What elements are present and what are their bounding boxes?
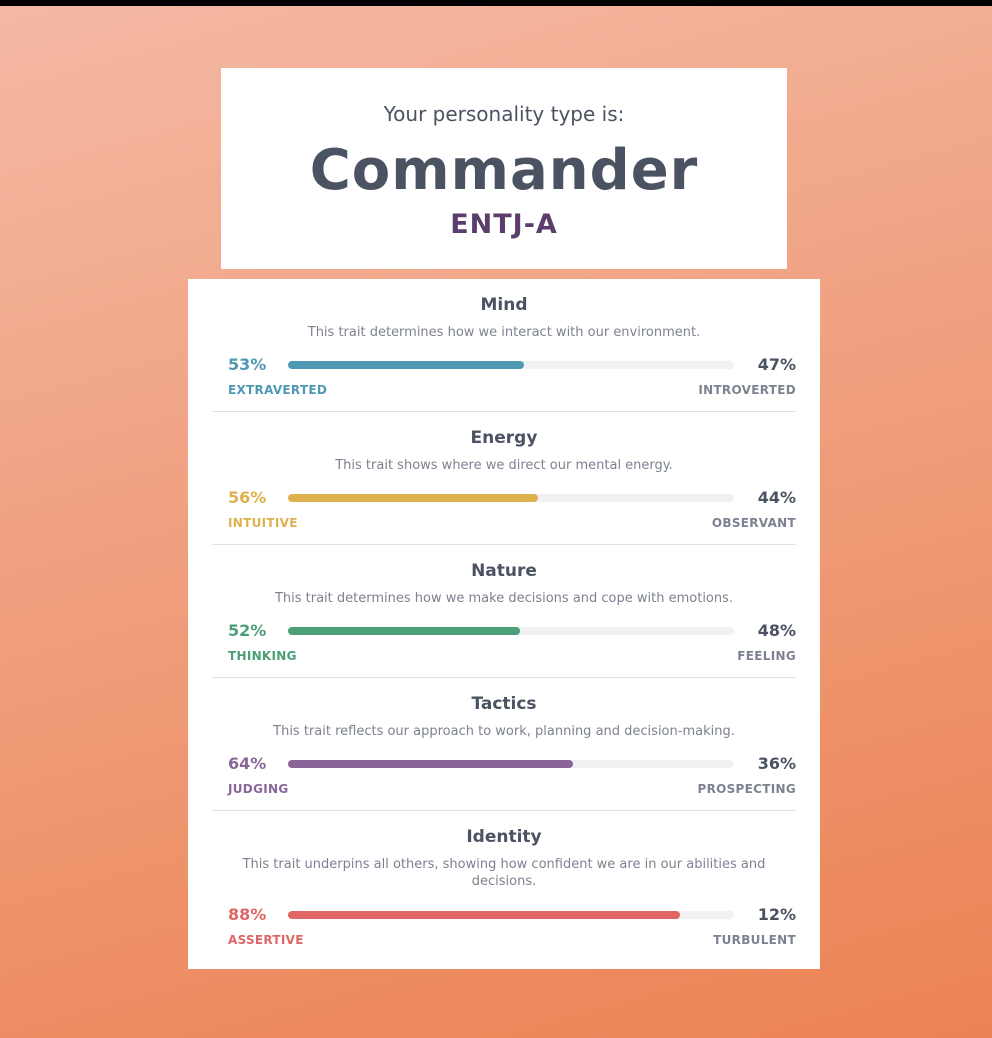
trait-score-row: 64% 36% (228, 754, 796, 774)
trait-bar-track (288, 627, 734, 635)
trait-labels: INTUITIVE OBSERVANT (228, 516, 796, 532)
left-percentage: 52% (228, 621, 267, 640)
trait-bar-fill (288, 911, 681, 919)
personality-type-card: Your personality type is: Commander ENTJ… (221, 68, 787, 269)
left-percentage: 53% (228, 355, 267, 374)
type-code: ENTJ-A (450, 209, 558, 240)
left-trait-label: JUDGING (228, 782, 289, 796)
left-percentage: 56% (228, 488, 267, 507)
trait-description: This trait determines how we interact wi… (307, 325, 701, 340)
trait-description: This trait determines how we make decisi… (274, 591, 734, 606)
trait-bar-track (288, 760, 734, 768)
trait-labels: THINKING FEELING (228, 649, 796, 665)
right-percentage: 44% (757, 488, 796, 507)
type-name: Commander (309, 138, 699, 203)
trait-labels: JUDGING PROSPECTING (228, 782, 796, 798)
trait-title: Nature (471, 561, 537, 581)
trait-nature: Nature This trait determines how we make… (212, 544, 796, 677)
right-percentage: 47% (757, 355, 796, 374)
left-percentage: 64% (228, 754, 267, 773)
trait-title: Mind (480, 295, 528, 315)
top-border (0, 0, 992, 6)
left-trait-label: THINKING (228, 649, 297, 663)
left-trait-label: EXTRAVERTED (228, 383, 328, 397)
trait-score-row: 56% 44% (228, 488, 796, 508)
left-percentage: 88% (228, 905, 267, 924)
trait-description: This trait shows where we direct our men… (335, 458, 673, 473)
type-intro-text: Your personality type is: (383, 102, 625, 126)
right-trait-label: INTROVERTED (698, 383, 796, 397)
trait-title: Tactics (471, 694, 537, 714)
trait-mind: Mind This trait determines how we intera… (212, 279, 796, 411)
right-percentage: 48% (757, 621, 796, 640)
trait-title: Energy (470, 428, 538, 448)
left-trait-label: INTUITIVE (228, 516, 298, 530)
trait-energy: Energy This trait shows where we direct … (212, 411, 796, 544)
left-trait-label: ASSERTIVE (228, 933, 304, 947)
trait-bar-fill (288, 361, 525, 369)
trait-description: This trait underpins all others, showing… (242, 857, 766, 889)
trait-bar-fill (288, 627, 520, 635)
trait-title: Identity (466, 827, 542, 847)
trait-bar-track (288, 494, 734, 502)
trait-bar-track (288, 911, 734, 919)
right-trait-label: OBSERVANT (711, 516, 796, 530)
right-trait-label: FEELING (737, 649, 796, 663)
trait-score-row: 53% 47% (228, 355, 796, 375)
trait-labels: ASSERTIVE TURBULENT (228, 933, 796, 949)
trait-bar-fill (288, 494, 538, 502)
trait-bar-fill (288, 760, 574, 768)
right-percentage: 36% (757, 754, 796, 773)
right-trait-label: PROSPECTING (697, 782, 796, 796)
trait-description: This trait reflects our approach to work… (273, 724, 735, 739)
trait-labels: EXTRAVERTED INTROVERTED (228, 383, 796, 399)
trait-identity: Identity This trait underpins all others… (212, 810, 796, 971)
trait-score-row: 88% 12% (228, 905, 796, 925)
trait-score-row: 52% 48% (228, 621, 796, 641)
trait-tactics: Tactics This trait reflects our approach… (212, 677, 796, 810)
traits-card: Mind This trait determines how we intera… (188, 279, 820, 969)
right-percentage: 12% (757, 905, 796, 924)
trait-bar-track (288, 361, 734, 369)
right-trait-label: TURBULENT (713, 933, 796, 947)
